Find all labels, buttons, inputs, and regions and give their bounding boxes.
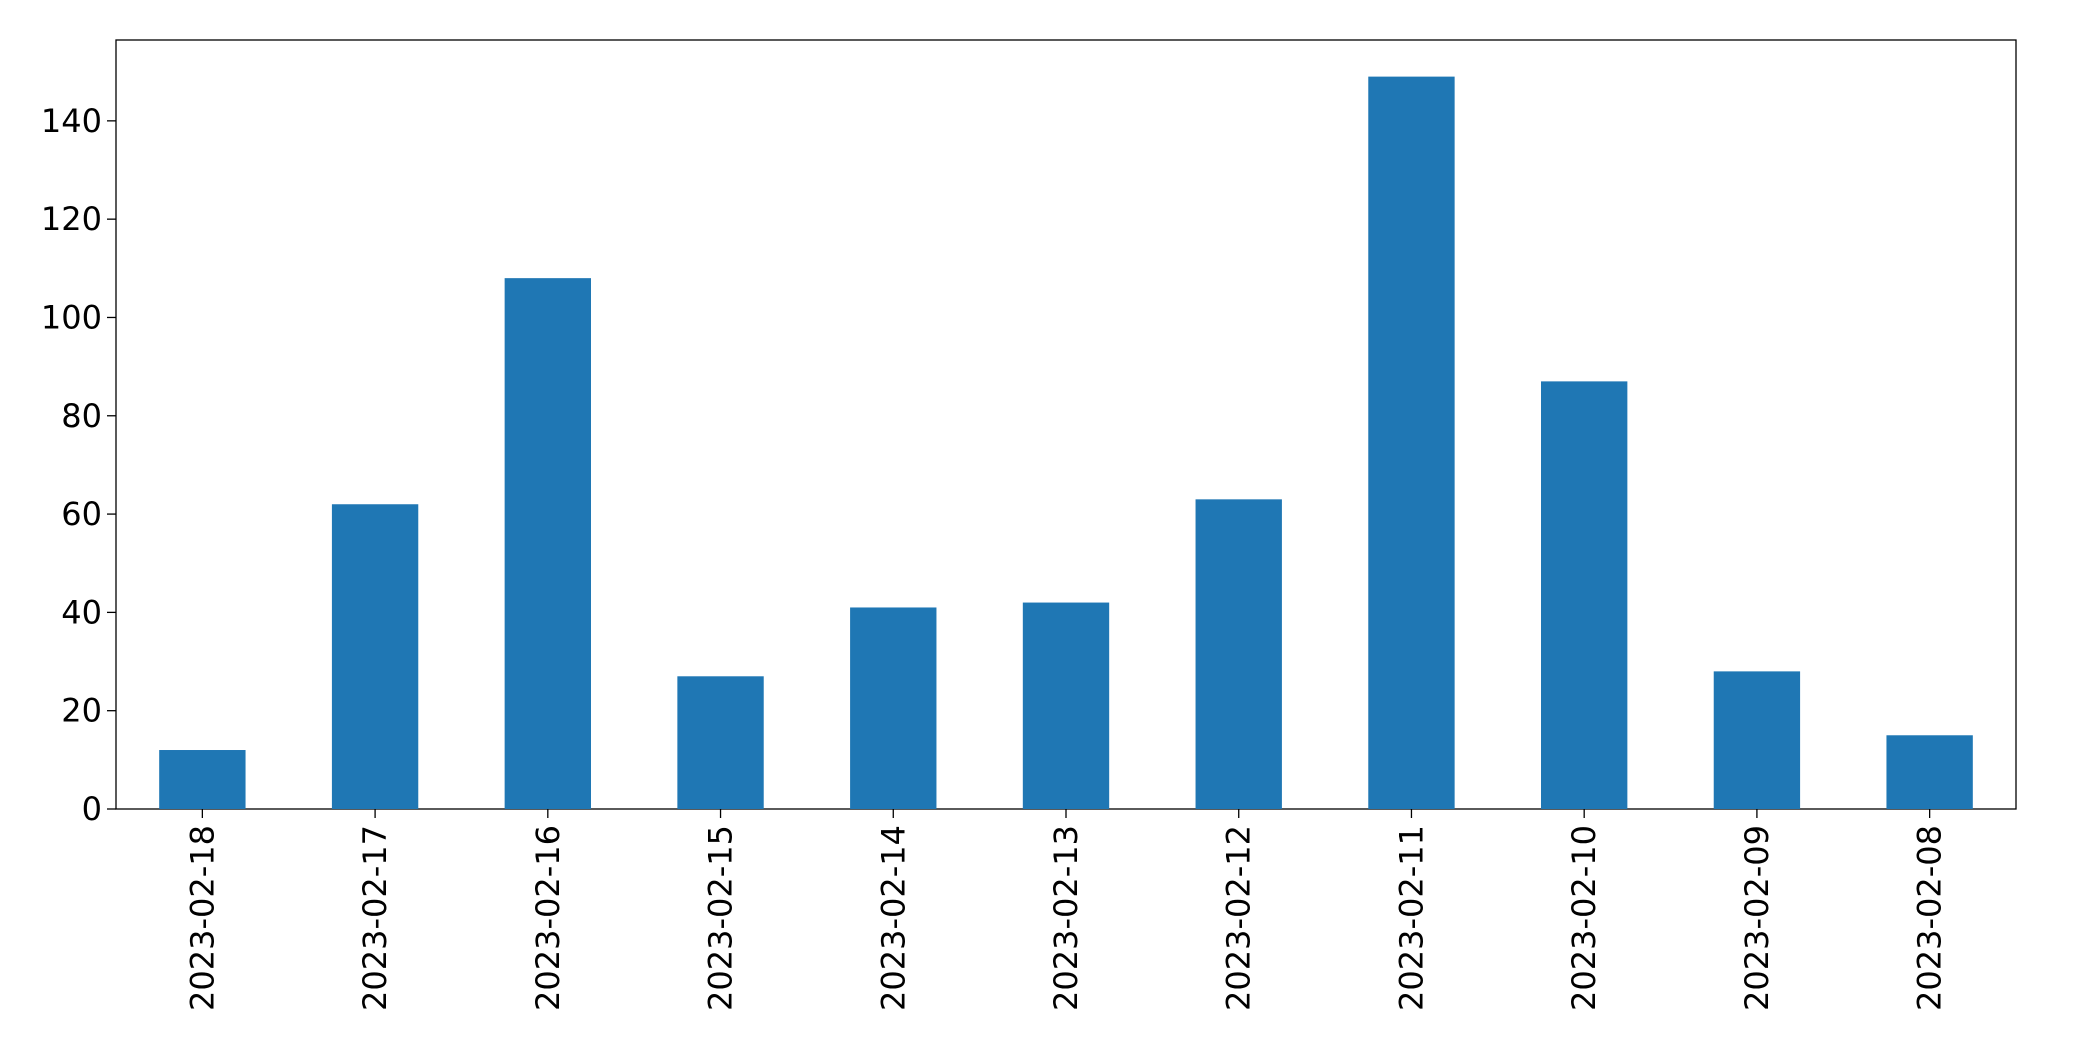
bar [159, 750, 246, 809]
x-tick-label: 2023-02-09 [1738, 825, 1776, 1011]
x-tick-label: 2023-02-16 [529, 825, 567, 1011]
y-tick-label: 140 [41, 102, 102, 140]
y-tick-label: 100 [41, 298, 102, 336]
y-tick-label: 40 [61, 593, 102, 631]
bar [1195, 499, 1282, 809]
bar [1368, 76, 1455, 810]
bar [677, 676, 764, 809]
x-tick-label: 2023-02-14 [874, 825, 912, 1011]
x-tick-label: 2023-02-18 [183, 825, 221, 1011]
bar [1886, 735, 1973, 809]
bar [850, 607, 937, 809]
x-tick-label: 2023-02-08 [1911, 825, 1949, 1011]
y-tick-label: 120 [41, 200, 102, 238]
y-tick-label: 20 [61, 692, 102, 730]
y-tick-label: 80 [61, 397, 102, 435]
bar [1541, 381, 1628, 809]
x-tick-label: 2023-02-10 [1565, 825, 1603, 1011]
x-tick-label: 2023-02-17 [356, 825, 394, 1011]
x-tick-label: 2023-02-11 [1392, 825, 1430, 1011]
x-tick-label: 2023-02-13 [1047, 825, 1085, 1011]
y-tick-label: 60 [61, 495, 102, 533]
x-tick-label: 2023-02-15 [702, 825, 740, 1011]
x-tick-label: 2023-02-12 [1220, 825, 1258, 1011]
bar [1022, 602, 1110, 809]
bar [1713, 671, 1801, 809]
y-tick-label: 0 [82, 790, 102, 828]
bar [504, 278, 591, 809]
bar [331, 504, 419, 809]
